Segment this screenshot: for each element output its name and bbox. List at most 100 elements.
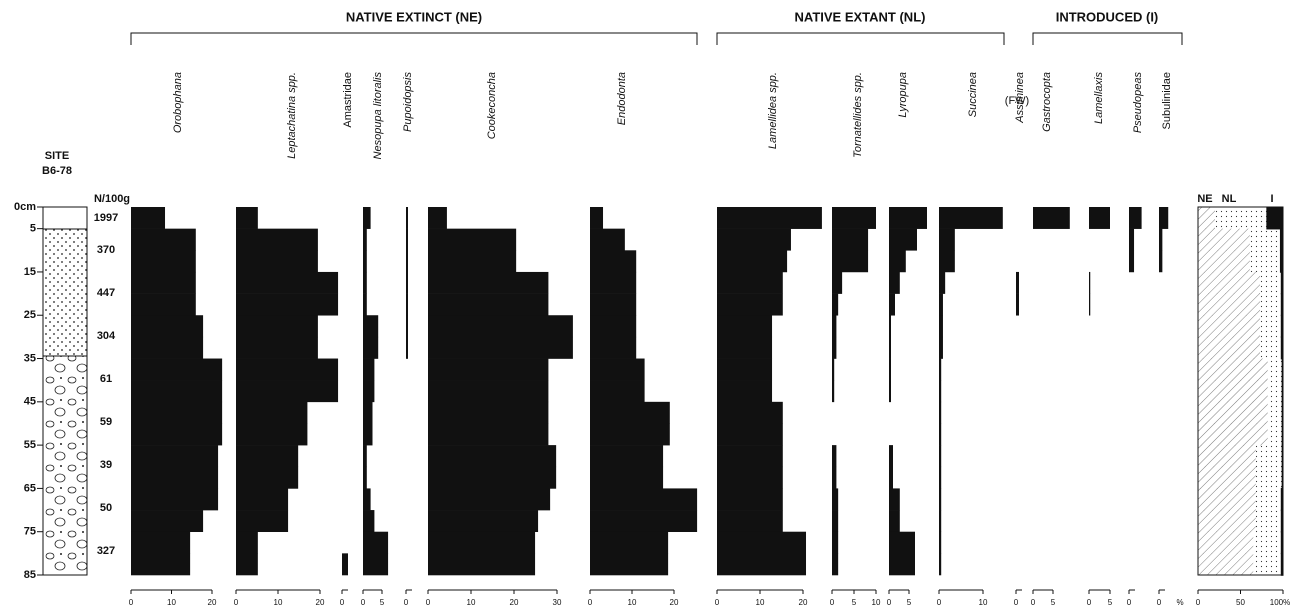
bar — [428, 445, 556, 467]
unit-label: % — [1176, 598, 1183, 607]
summary-segment — [1268, 423, 1282, 445]
bar — [363, 423, 373, 445]
x-tick-label: 0 — [588, 598, 593, 607]
bar — [590, 315, 636, 337]
bar — [1129, 250, 1134, 272]
site-label: B6-78 — [42, 165, 72, 177]
x-tick-label: 20 — [510, 598, 519, 607]
y-tick-label: 35 — [24, 352, 36, 364]
bar — [428, 315, 573, 337]
x-tick-label: 5 — [1051, 598, 1056, 607]
bar — [717, 510, 783, 532]
x-tick-label: 100% — [1270, 598, 1290, 607]
bar — [406, 272, 408, 294]
bar — [131, 359, 222, 381]
bar — [363, 250, 367, 272]
bar — [832, 337, 836, 359]
bar — [590, 532, 668, 554]
bar — [717, 380, 772, 402]
bar — [590, 359, 645, 381]
bar — [590, 250, 636, 272]
bar — [363, 337, 378, 359]
bar — [939, 488, 941, 510]
y-tick-label: 55 — [24, 439, 36, 451]
bar — [717, 488, 783, 510]
count-label: 304 — [97, 330, 116, 342]
bar — [889, 315, 891, 337]
bar — [236, 337, 318, 359]
bar — [1016, 272, 1019, 294]
bar — [889, 272, 900, 294]
bar — [939, 337, 943, 359]
bar — [889, 337, 891, 359]
bar — [131, 402, 222, 424]
x-tick-label: 20 — [670, 598, 679, 607]
x-tick-label: 0 — [887, 598, 892, 607]
chart: NATIVE EXTINCT (NE) NATIVE EXTANT (NL) I… — [0, 0, 1293, 610]
bar — [590, 207, 603, 229]
bar — [717, 229, 791, 251]
bar — [363, 380, 374, 402]
bar — [590, 467, 663, 489]
x-tick-label: 10 — [467, 598, 476, 607]
bar — [428, 294, 548, 316]
x-tick-label: 20 — [316, 598, 325, 607]
bar — [889, 229, 917, 251]
legend-label: I — [1270, 193, 1273, 205]
bar — [1159, 229, 1162, 251]
bar — [236, 380, 338, 402]
bar — [406, 294, 408, 316]
bar — [363, 207, 371, 229]
bar — [363, 315, 378, 337]
summary-segment — [1256, 467, 1282, 489]
bar — [939, 229, 955, 251]
x-tick-label: 0 — [1014, 598, 1019, 607]
taxon-label: Subulinidae — [1161, 72, 1173, 130]
bar — [889, 532, 915, 554]
summary-segment — [1250, 250, 1281, 272]
bar — [428, 380, 548, 402]
bar — [236, 445, 298, 467]
bar — [1129, 207, 1142, 229]
taxon-label: Endodonta — [616, 72, 628, 125]
x-tick-label: 0 — [830, 598, 835, 607]
bar — [832, 445, 836, 467]
bar — [717, 315, 772, 337]
bar — [131, 207, 165, 229]
count-label: 1997 — [94, 212, 118, 224]
summary-segment — [1198, 315, 1260, 337]
bar — [889, 445, 893, 467]
bar — [939, 532, 941, 554]
bar — [131, 272, 196, 294]
taxon-label: Gastrocopta — [1041, 72, 1053, 132]
bar — [428, 359, 548, 381]
y-tick-label: 65 — [24, 482, 36, 494]
summary-segment — [1268, 380, 1282, 402]
bar — [428, 532, 535, 554]
bar — [1089, 207, 1110, 229]
taxon-label: Succinea — [967, 72, 979, 117]
legend-label: NL — [1222, 193, 1237, 205]
bar — [717, 359, 772, 381]
taxon-label: Pseudopeas — [1132, 72, 1144, 134]
group-title: INTRODUCED (I) — [1056, 9, 1159, 24]
x-tick-label: 0 — [1031, 598, 1036, 607]
bar — [363, 467, 367, 489]
bar — [717, 272, 783, 294]
x-tick-label: 0 — [234, 598, 239, 607]
summary-segment — [1198, 467, 1256, 489]
count-label: 50 — [100, 502, 112, 514]
taxon-label: Lamellidea spp. — [767, 72, 779, 149]
bar — [406, 337, 408, 359]
x-tick-label: 0 — [1127, 598, 1132, 607]
bar — [939, 359, 941, 381]
bar — [717, 553, 806, 575]
bar — [832, 294, 838, 316]
taxon-label: Pupoidopsis — [402, 72, 414, 132]
x-tick-label: 10 — [756, 598, 765, 607]
bar — [428, 510, 538, 532]
summary-segment — [1256, 510, 1282, 532]
bar — [363, 445, 367, 467]
x-tick-label: 5 — [852, 598, 857, 607]
bar — [832, 272, 842, 294]
